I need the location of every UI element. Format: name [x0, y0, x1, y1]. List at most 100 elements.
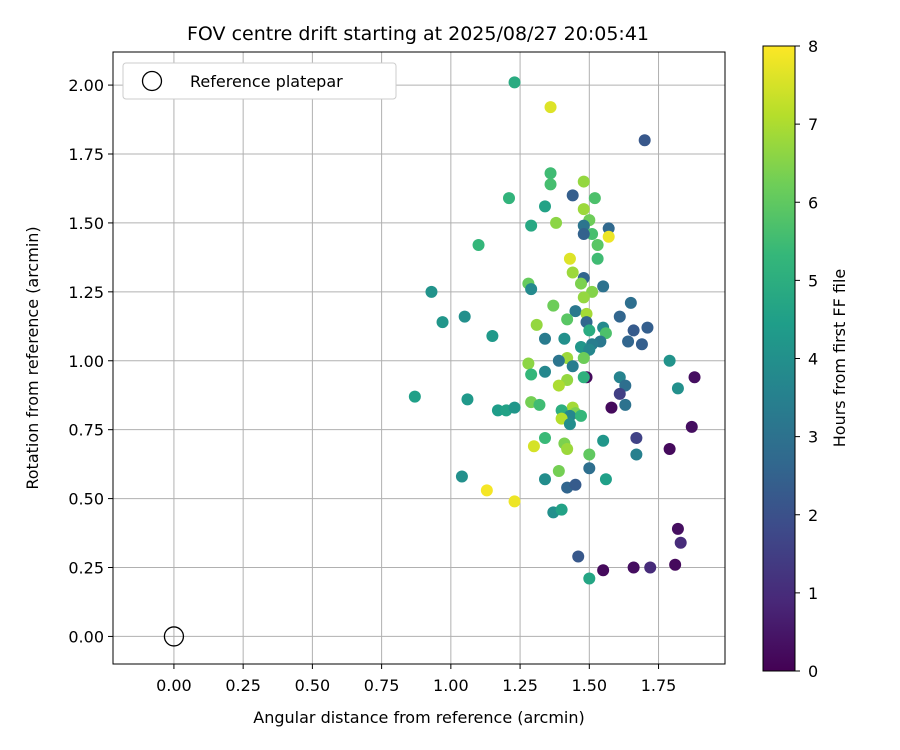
data-point — [577, 203, 590, 216]
x-tick-label: 1.50 — [571, 676, 607, 695]
y-axis-label: Rotation from reference (arcmin) — [23, 226, 42, 489]
data-point — [533, 398, 546, 411]
data-point — [577, 371, 590, 384]
data-point — [552, 465, 565, 478]
data-point — [575, 277, 587, 290]
data-point — [605, 401, 618, 414]
data-point — [480, 484, 493, 497]
data-point — [627, 324, 640, 337]
data-point — [558, 332, 571, 345]
data-point — [491, 404, 504, 417]
colorbar-label: Hours from first FF file — [830, 269, 849, 448]
data-point — [552, 354, 565, 367]
y-tick-label: 0.25 — [68, 559, 104, 578]
data-point — [602, 222, 615, 235]
colorbar-ticks: 0 1 2 3 4 5 6 7 8 — [795, 37, 818, 681]
colorbar-tick-label: 8 — [808, 37, 818, 56]
data-point — [583, 462, 596, 475]
data-point — [486, 329, 499, 342]
data-point — [627, 561, 640, 574]
data-point — [613, 387, 626, 400]
data-point — [508, 495, 521, 508]
y-tick-label: 2.00 — [68, 76, 104, 95]
legend-entry-reference: Reference platepar — [190, 72, 343, 91]
data-point — [597, 280, 610, 293]
x-axis-ticks: 0.00 0.25 0.50 0.75 1.00 1.25 1.50 1.75 — [156, 664, 676, 695]
x-tick-label: 1.75 — [641, 676, 677, 695]
data-point — [539, 200, 551, 213]
data-points — [408, 76, 701, 585]
data-point — [630, 448, 643, 461]
chart-title: FOV centre drift starting at 2025/08/27 … — [187, 23, 649, 45]
data-point — [577, 175, 590, 188]
data-point — [544, 101, 557, 114]
data-point — [619, 398, 632, 411]
data-point — [539, 365, 551, 378]
data-point — [569, 478, 582, 491]
data-point — [508, 76, 521, 89]
x-tick-label: 0.25 — [225, 676, 261, 695]
data-point — [575, 409, 587, 422]
data-point — [455, 470, 468, 483]
data-point — [624, 296, 637, 309]
data-point — [583, 324, 596, 337]
data-point — [530, 318, 543, 331]
legend-marker-icon — [141, 70, 163, 92]
colorbar-tick-label: 7 — [808, 115, 818, 134]
data-point — [671, 522, 684, 535]
data-point — [425, 285, 438, 298]
data-point — [597, 434, 610, 447]
data-point — [544, 178, 557, 191]
data-point — [591, 238, 604, 251]
colorbar-tick-label: 0 — [808, 662, 818, 681]
data-point — [622, 335, 635, 348]
data-point — [577, 227, 590, 240]
data-point — [688, 371, 701, 384]
x-tick-label: 0.00 — [156, 676, 192, 695]
data-point — [572, 550, 585, 563]
data-point — [583, 448, 596, 461]
data-point — [522, 357, 535, 370]
colorbar-tick-label: 3 — [808, 428, 818, 447]
data-point — [458, 310, 471, 323]
data-point — [663, 442, 676, 455]
colorbar: 0 1 2 3 4 5 6 7 8 Hours from first FF file — [762, 37, 849, 681]
data-point — [525, 283, 538, 296]
y-tick-label: 1.75 — [68, 145, 104, 164]
data-point — [566, 189, 579, 202]
y-tick-label: 0.75 — [68, 421, 104, 440]
data-point — [597, 564, 610, 577]
y-tick-label: 1.50 — [68, 214, 104, 233]
data-point — [566, 360, 579, 373]
data-point — [638, 134, 651, 147]
data-point — [544, 167, 557, 180]
data-point — [472, 238, 485, 251]
data-point — [555, 503, 568, 516]
data-point — [630, 431, 643, 444]
y-axis-ticks: 0.00 0.25 0.50 0.75 1.00 1.25 1.50 1.75 2.00 — [68, 76, 113, 646]
data-point — [674, 536, 687, 549]
data-point — [583, 572, 596, 585]
data-point — [644, 561, 657, 574]
data-point — [436, 316, 449, 329]
data-point — [525, 368, 538, 381]
colorbar-tick-label: 4 — [808, 350, 818, 369]
y-tick-label: 1.25 — [68, 283, 104, 302]
reference-platepar-marker — [163, 626, 185, 647]
data-point — [669, 558, 682, 571]
data-point — [641, 321, 654, 334]
data-point — [569, 305, 582, 318]
data-point — [408, 390, 421, 403]
legend-box — [122, 62, 397, 100]
data-point — [586, 227, 599, 240]
x-tick-label: 0.75 — [364, 676, 400, 695]
data-point — [539, 473, 551, 486]
x-tick-label: 0.50 — [295, 676, 331, 695]
data-point — [588, 192, 601, 205]
data-point — [527, 440, 540, 453]
data-point — [550, 216, 563, 229]
data-point — [552, 379, 565, 392]
data-point — [461, 393, 474, 406]
colorbar-tick-label: 5 — [808, 271, 818, 290]
